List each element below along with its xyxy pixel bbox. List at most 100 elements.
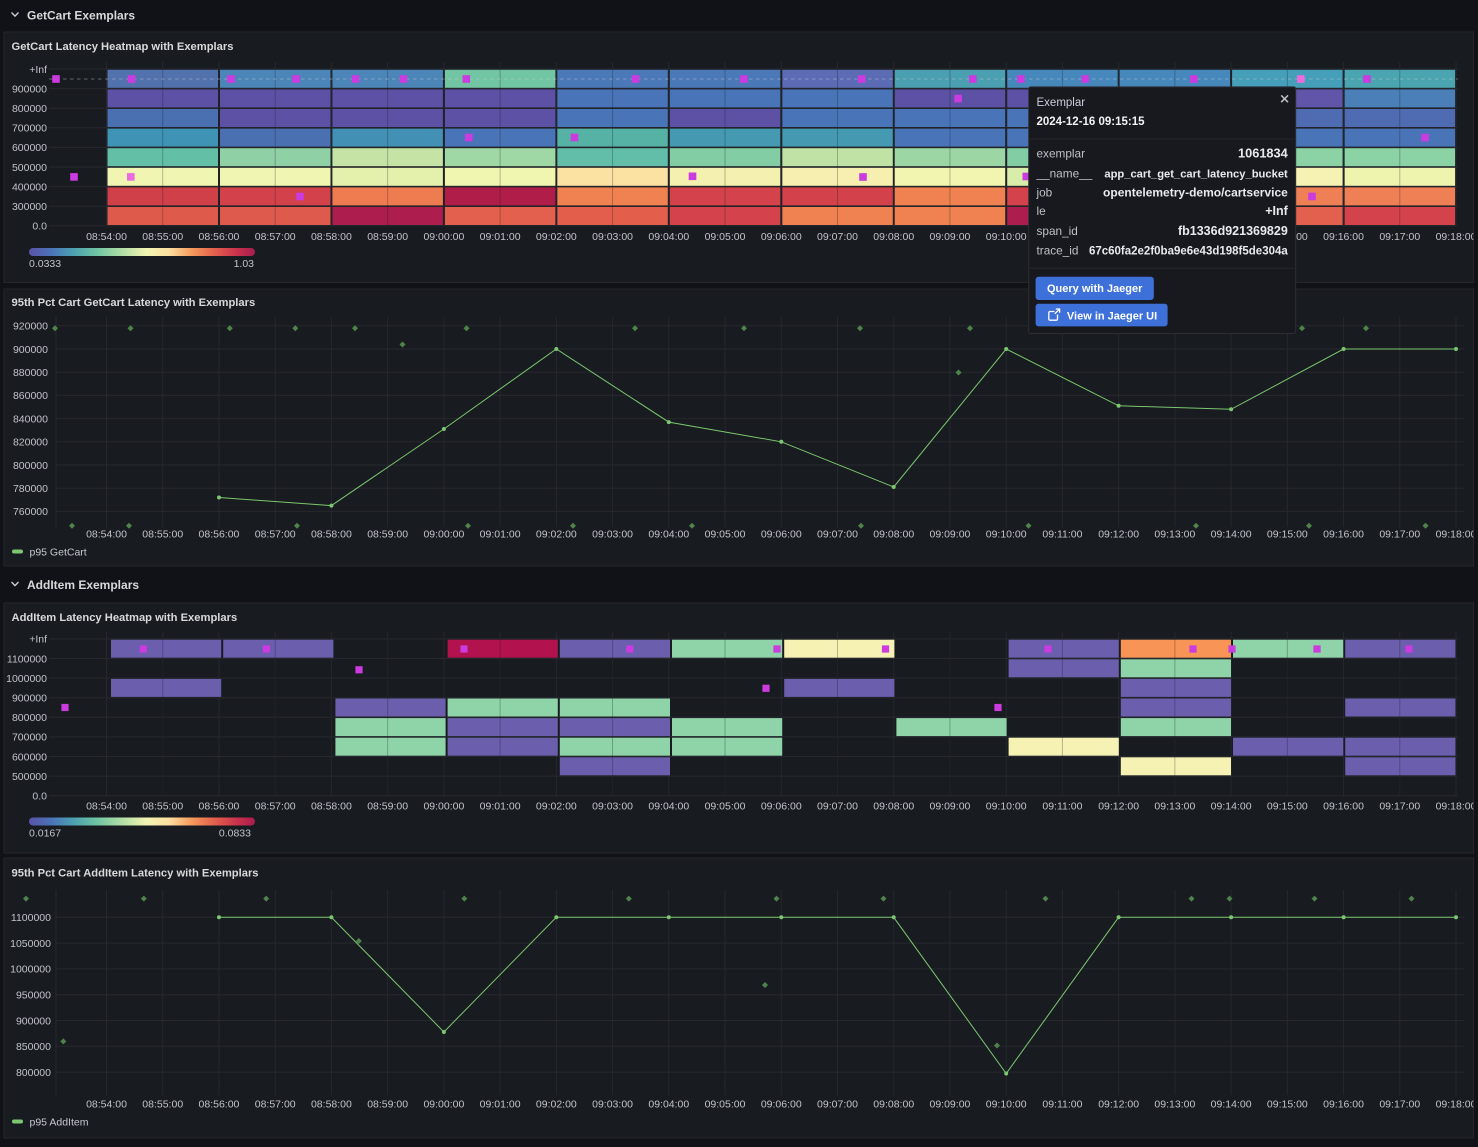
svg-text:09:09:00: 09:09:00	[930, 801, 971, 813]
svg-text:0.0: 0.0	[32, 791, 47, 803]
svg-text:1.03: 1.03	[234, 258, 255, 270]
svg-text:09:08:00: 09:08:00	[873, 231, 914, 243]
svg-text:08:55:00: 08:55:00	[142, 529, 183, 541]
svg-text:1000000: 1000000	[6, 673, 47, 685]
svg-text:09:08:00: 09:08:00	[873, 801, 914, 813]
svg-text:09:14:00: 09:14:00	[1211, 801, 1252, 813]
svg-text:09:10:00: 09:10:00	[986, 529, 1027, 541]
svg-text:0.0333: 0.0333	[29, 258, 61, 270]
svg-text:09:03:00: 09:03:00	[592, 801, 633, 813]
svg-text:09:07:00: 09:07:00	[817, 529, 858, 541]
svg-text:09:00:00: 09:00:00	[423, 801, 464, 813]
svg-text:08:57:00: 08:57:00	[255, 801, 296, 813]
svg-text:09:09:00: 09:09:00	[930, 529, 971, 541]
svg-text:09:03:00: 09:03:00	[592, 529, 633, 541]
svg-text:09:18:00: 09:18:00	[1436, 529, 1477, 541]
svg-text:08:59:00: 08:59:00	[367, 231, 408, 243]
svg-text:09:05:00: 09:05:00	[705, 231, 746, 243]
svg-text:09:18:00: 09:18:00	[1436, 231, 1477, 243]
svg-text:09:05:00: 09:05:00	[705, 1099, 746, 1111]
svg-text:09:10:00: 09:10:00	[986, 231, 1027, 243]
svg-text:840000: 840000	[13, 413, 48, 425]
svg-text:09:02:00: 09:02:00	[536, 231, 577, 243]
svg-text:09:11:00: 09:11:00	[1042, 529, 1082, 541]
svg-text:600000: 600000	[12, 751, 47, 763]
svg-text:08:59:00: 08:59:00	[367, 529, 408, 541]
svg-text:p95 GetCart: p95 GetCart	[30, 547, 87, 559]
svg-text:job: job	[1036, 186, 1053, 200]
svg-text:09:09:00: 09:09:00	[930, 231, 971, 243]
svg-text:08:56:00: 08:56:00	[199, 1099, 240, 1111]
svg-text:0.0167: 0.0167	[29, 828, 61, 840]
svg-text:08:59:00: 08:59:00	[367, 801, 408, 813]
svg-text:AddItem Latency Heatmap with E: AddItem Latency Heatmap with Exemplars	[12, 612, 238, 624]
svg-text:08:58:00: 08:58:00	[311, 529, 352, 541]
svg-text:09:05:00: 09:05:00	[705, 529, 746, 541]
svg-text:700000: 700000	[12, 123, 47, 135]
svg-text:09:06:00: 09:06:00	[761, 529, 802, 541]
svg-text:09:08:00: 09:08:00	[873, 1099, 914, 1111]
svg-text:1050000: 1050000	[10, 938, 51, 950]
svg-text:08:54:00: 08:54:00	[86, 529, 127, 541]
svg-text:09:04:00: 09:04:00	[648, 231, 689, 243]
svg-text:2024-12-16 09:15:15: 2024-12-16 09:15:15	[1037, 116, 1146, 128]
svg-text:08:56:00: 08:56:00	[199, 801, 240, 813]
svg-text:09:13:00: 09:13:00	[1154, 529, 1195, 541]
svg-text:09:15:00: 09:15:00	[1267, 529, 1308, 541]
svg-text:09:02:00: 09:02:00	[536, 801, 577, 813]
svg-text:08:54:00: 08:54:00	[86, 1099, 127, 1111]
svg-text:09:14:00: 09:14:00	[1211, 1099, 1252, 1111]
svg-text:08:58:00: 08:58:00	[311, 1099, 352, 1111]
svg-text:95th Pct Cart GetCart Latency: 95th Pct Cart GetCart Latency with Exemp…	[12, 297, 256, 309]
svg-text:09:17:00: 09:17:00	[1379, 801, 1420, 813]
svg-text:09:17:00: 09:17:00	[1379, 1099, 1420, 1111]
svg-text:09:07:00: 09:07:00	[817, 231, 858, 243]
svg-text:09:16:00: 09:16:00	[1323, 1099, 1364, 1111]
svg-text:09:00:00: 09:00:00	[423, 529, 464, 541]
svg-text:08:57:00: 08:57:00	[255, 529, 296, 541]
svg-text:08:56:00: 08:56:00	[199, 529, 240, 541]
svg-text:09:15:00: 09:15:00	[1267, 801, 1308, 813]
svg-text:trace_id: trace_id	[1037, 243, 1079, 257]
svg-text:Exemplar: Exemplar	[1037, 97, 1086, 109]
svg-text:__name__: __name__	[1036, 167, 1093, 181]
svg-text:900000: 900000	[13, 344, 48, 356]
svg-text:08:54:00: 08:54:00	[86, 231, 127, 243]
svg-text:08:55:00: 08:55:00	[142, 801, 183, 813]
svg-text:p95 AddItem: p95 AddItem	[30, 1117, 89, 1129]
svg-text:800000: 800000	[16, 1067, 51, 1079]
svg-text:950000: 950000	[16, 990, 51, 1002]
svg-text:08:58:00: 08:58:00	[311, 231, 352, 243]
svg-text:09:01:00: 09:01:00	[480, 529, 521, 541]
svg-text:08:55:00: 08:55:00	[142, 231, 183, 243]
svg-text:08:54:00: 08:54:00	[86, 801, 127, 813]
svg-text:08:57:00: 08:57:00	[255, 231, 296, 243]
svg-text:09:16:00: 09:16:00	[1323, 529, 1364, 541]
svg-text:08:57:00: 08:57:00	[255, 1099, 296, 1111]
svg-text:AddItem Exemplars: AddItem Exemplars	[27, 578, 139, 592]
svg-text:500000: 500000	[12, 771, 47, 783]
svg-text:09:02:00: 09:02:00	[536, 1099, 577, 1111]
svg-text:le: le	[1037, 204, 1047, 218]
svg-text:Query with Jaeger: Query with Jaeger	[1047, 283, 1143, 295]
svg-text:09:05:00: 09:05:00	[705, 801, 746, 813]
svg-text:09:03:00: 09:03:00	[592, 1099, 633, 1111]
svg-text:09:07:00: 09:07:00	[817, 801, 858, 813]
svg-text:820000: 820000	[13, 437, 48, 449]
svg-text:span_id: span_id	[1037, 224, 1078, 238]
svg-text:09:04:00: 09:04:00	[648, 801, 689, 813]
svg-text:400000: 400000	[12, 181, 47, 193]
svg-text:09:01:00: 09:01:00	[480, 1099, 521, 1111]
svg-text:880000: 880000	[13, 367, 48, 379]
svg-text:09:06:00: 09:06:00	[761, 231, 802, 243]
svg-text:09:16:00: 09:16:00	[1323, 231, 1364, 243]
svg-text:09:13:00: 09:13:00	[1154, 801, 1195, 813]
svg-text:09:18:00: 09:18:00	[1436, 1099, 1477, 1111]
svg-text:09:08:00: 09:08:00	[873, 529, 914, 541]
svg-text:09:12:00: 09:12:00	[1098, 529, 1139, 541]
svg-text:1000000: 1000000	[10, 964, 51, 976]
svg-text:GetCart Exemplars: GetCart Exemplars	[27, 9, 135, 23]
svg-text:900000: 900000	[12, 83, 47, 95]
svg-text:860000: 860000	[13, 390, 48, 402]
svg-text:09:03:00: 09:03:00	[592, 231, 633, 243]
